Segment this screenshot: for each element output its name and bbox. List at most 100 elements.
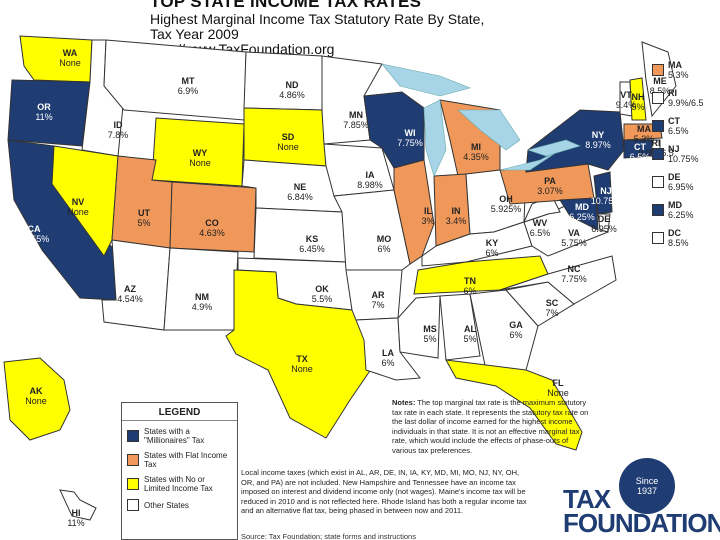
state-abbr-ar: AR [372, 290, 385, 300]
state-rate-hi: 11% [67, 518, 84, 528]
state-abbr-ks: KS [306, 234, 319, 244]
legend-swatch [127, 454, 139, 466]
map-title: TOP STATE INCOME TAX RATES [150, 0, 422, 11]
state-rate-ar: 7% [371, 300, 384, 310]
legend-swatch [127, 430, 139, 442]
state-rate-or: 11% [35, 112, 52, 122]
state-rate-id: 7.8% [108, 130, 129, 140]
legend-item-none: States with No or Limited Income Tax [127, 475, 232, 493]
ne-key-text: DE 6.95% [668, 172, 694, 192]
state-rate-ia: 8.98% [357, 180, 383, 190]
state-abbr-va: VA [568, 228, 580, 238]
state-rate-mn: 7.85% [343, 120, 369, 130]
state-abbr-ri: RI [652, 138, 661, 148]
logo-line2: FOUNDATION [563, 508, 720, 538]
state-wv [523, 195, 561, 223]
state-abbr-wi: WI [405, 128, 416, 138]
seal-since: Since [635, 476, 659, 486]
state-rate-ca: 10.55% [19, 234, 50, 244]
state-rate-co: 4.63% [199, 228, 225, 238]
legend-item-millionaires: States with a "Millionaires" Tax [127, 427, 232, 445]
source-note: Source: Tax Foundation; state forms and … [241, 532, 416, 540]
state-abbr-ut: UT [138, 208, 150, 218]
state-rate-nm: 4.9% [192, 302, 213, 312]
state-rate-la: 6% [381, 358, 394, 368]
logo-line1: TAX [563, 484, 611, 514]
state-de [597, 213, 611, 233]
map-subtitle-line2: Tax Year 2009 [150, 26, 239, 42]
state-abbr-md: MD [575, 202, 589, 212]
ne-key-ma: MA 5.3% [652, 60, 720, 88]
state-rate-mo: 6% [377, 244, 390, 254]
state-rate-md: 6.25% [569, 212, 595, 222]
legend-swatch [127, 499, 139, 511]
state-abbr-fl: FL [553, 378, 564, 388]
ne-key-text: NJ 10.75% [668, 144, 699, 164]
state-rate-in: 3.4% [446, 216, 467, 226]
state-rate-al: 5% [463, 334, 476, 344]
ne-key-ct: CT 6.5% [652, 116, 720, 144]
state-mt [103, 39, 247, 121]
state-ms [397, 295, 441, 359]
state-rate-ak: None [25, 396, 47, 406]
state-abbr-il: IL [424, 206, 433, 216]
great-lake-1 [381, 63, 471, 97]
legend-swatch [127, 478, 139, 490]
tax-foundation-logo: Since 1937 TAX FOUNDATION [563, 458, 720, 538]
state-tx [225, 269, 381, 439]
state-rate-il: 3% [421, 216, 434, 226]
state-nv [51, 145, 119, 257]
state-md [559, 197, 599, 231]
state-rate-sc: 7% [545, 308, 558, 318]
state-rate-fl: None [547, 388, 569, 398]
state-rate-me: 8.5% [650, 86, 671, 96]
great-lake-5 [526, 139, 581, 157]
state-rate-wa: None [59, 58, 81, 68]
state-rate-az: 4.54% [117, 294, 143, 304]
map-subtitle-line1: Highest Marginal Income Tax Statutory Ra… [150, 11, 485, 27]
state-rate-ne: 6.84% [287, 192, 313, 202]
northeast-key-column: MA 5.3% RI 9.9%/6.5 CT 6.5% NJ 10.75% DE 6.95% MD 6… [652, 60, 720, 256]
ne-key-text: RI 9.9%/6.5 [668, 88, 704, 108]
state-fl [445, 359, 583, 451]
ne-key-swatch [652, 232, 664, 244]
state-rate-va: 5.75% [561, 238, 587, 248]
state-abbr-ca: CA [28, 224, 41, 234]
state-rate-ok: 5.5% [312, 294, 333, 304]
legend-label: States with a "Millionaires" Tax [144, 427, 205, 445]
ne-key-swatch [652, 148, 664, 160]
state-rate-tn: 6% [463, 286, 476, 296]
state-nd [243, 51, 323, 111]
state-abbr-tn: TN [464, 276, 476, 286]
state-abbr-mi: MI [471, 142, 481, 152]
state-abbr-ny: NY [592, 130, 605, 140]
state-abbr-sc: SC [546, 298, 559, 308]
state-rate-oh: 5.925% [491, 204, 522, 214]
great-lake-2 [423, 99, 447, 177]
ne-key-text: CT 6.5% [668, 116, 689, 136]
state-abbr-ok: OK [315, 284, 329, 294]
legend-label: Other States [144, 500, 189, 510]
ne-key-swatch [652, 204, 664, 216]
ne-key-swatch [652, 176, 664, 188]
state-abbr-de: DE [598, 214, 611, 224]
state-rate-mt: 6.9% [178, 86, 199, 96]
legend-title: LEGEND [122, 407, 237, 421]
ne-key-dc: DC 8.5% [652, 228, 720, 256]
state-abbr-vt: VT [620, 90, 632, 100]
state-nh [629, 77, 647, 121]
state-abbr-al: AL [464, 324, 476, 334]
title-block: TOP STATE INCOME TAX RATES Highest Margi… [150, 0, 570, 57]
state-abbr-in: IN [452, 206, 461, 216]
capitol-seal-icon: Since 1937 [619, 458, 675, 514]
state-abbr-nd: ND [286, 80, 299, 90]
local-tax-note: Local income taxes (which exist in AL, A… [241, 468, 527, 515]
state-abbr-tx: TX [296, 354, 308, 364]
state-abbr-mt: MT [182, 76, 195, 86]
ne-key-md: MD 6.25% [652, 200, 720, 228]
state-abbr-la: LA [382, 348, 394, 358]
state-rate-ma: 5.3% [634, 134, 655, 144]
legend-item-other: Other States [127, 499, 232, 511]
state-nm [163, 247, 239, 331]
